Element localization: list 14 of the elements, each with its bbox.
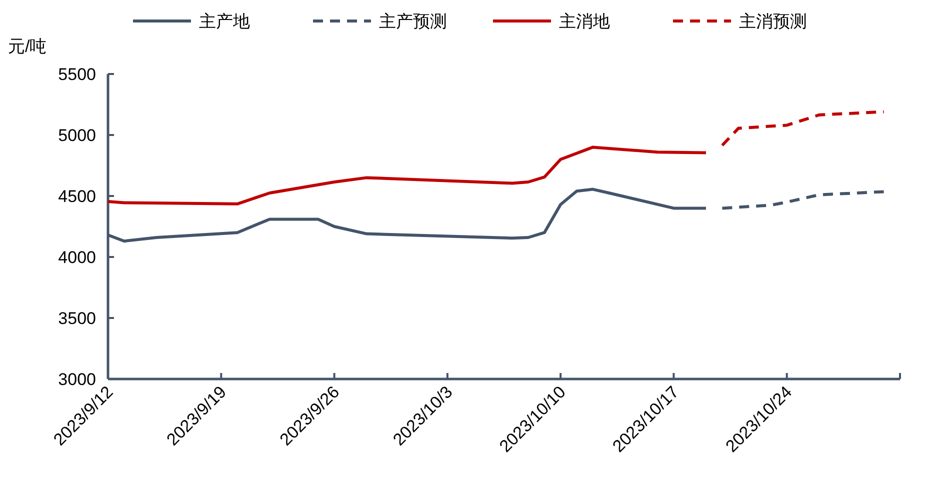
- legend-label: 主产预测: [379, 12, 447, 31]
- y-tick-label: 3000: [58, 370, 96, 389]
- line-series: [106, 146, 708, 206]
- y-tick-label: 4500: [58, 187, 96, 206]
- y-tick-label: 4000: [58, 248, 96, 267]
- legend-label: 主消预测: [739, 12, 807, 31]
- y-tick-label: 3500: [58, 309, 96, 328]
- y-tick-label: 5500: [58, 65, 96, 84]
- legend-label: 主产地: [199, 12, 250, 31]
- y-axis-title: 元/吨: [8, 37, 47, 56]
- line-series: [720, 190, 886, 210]
- legend-label: 主消地: [559, 12, 610, 31]
- y-tick-label: 5000: [58, 126, 96, 145]
- line-series: [720, 110, 886, 147]
